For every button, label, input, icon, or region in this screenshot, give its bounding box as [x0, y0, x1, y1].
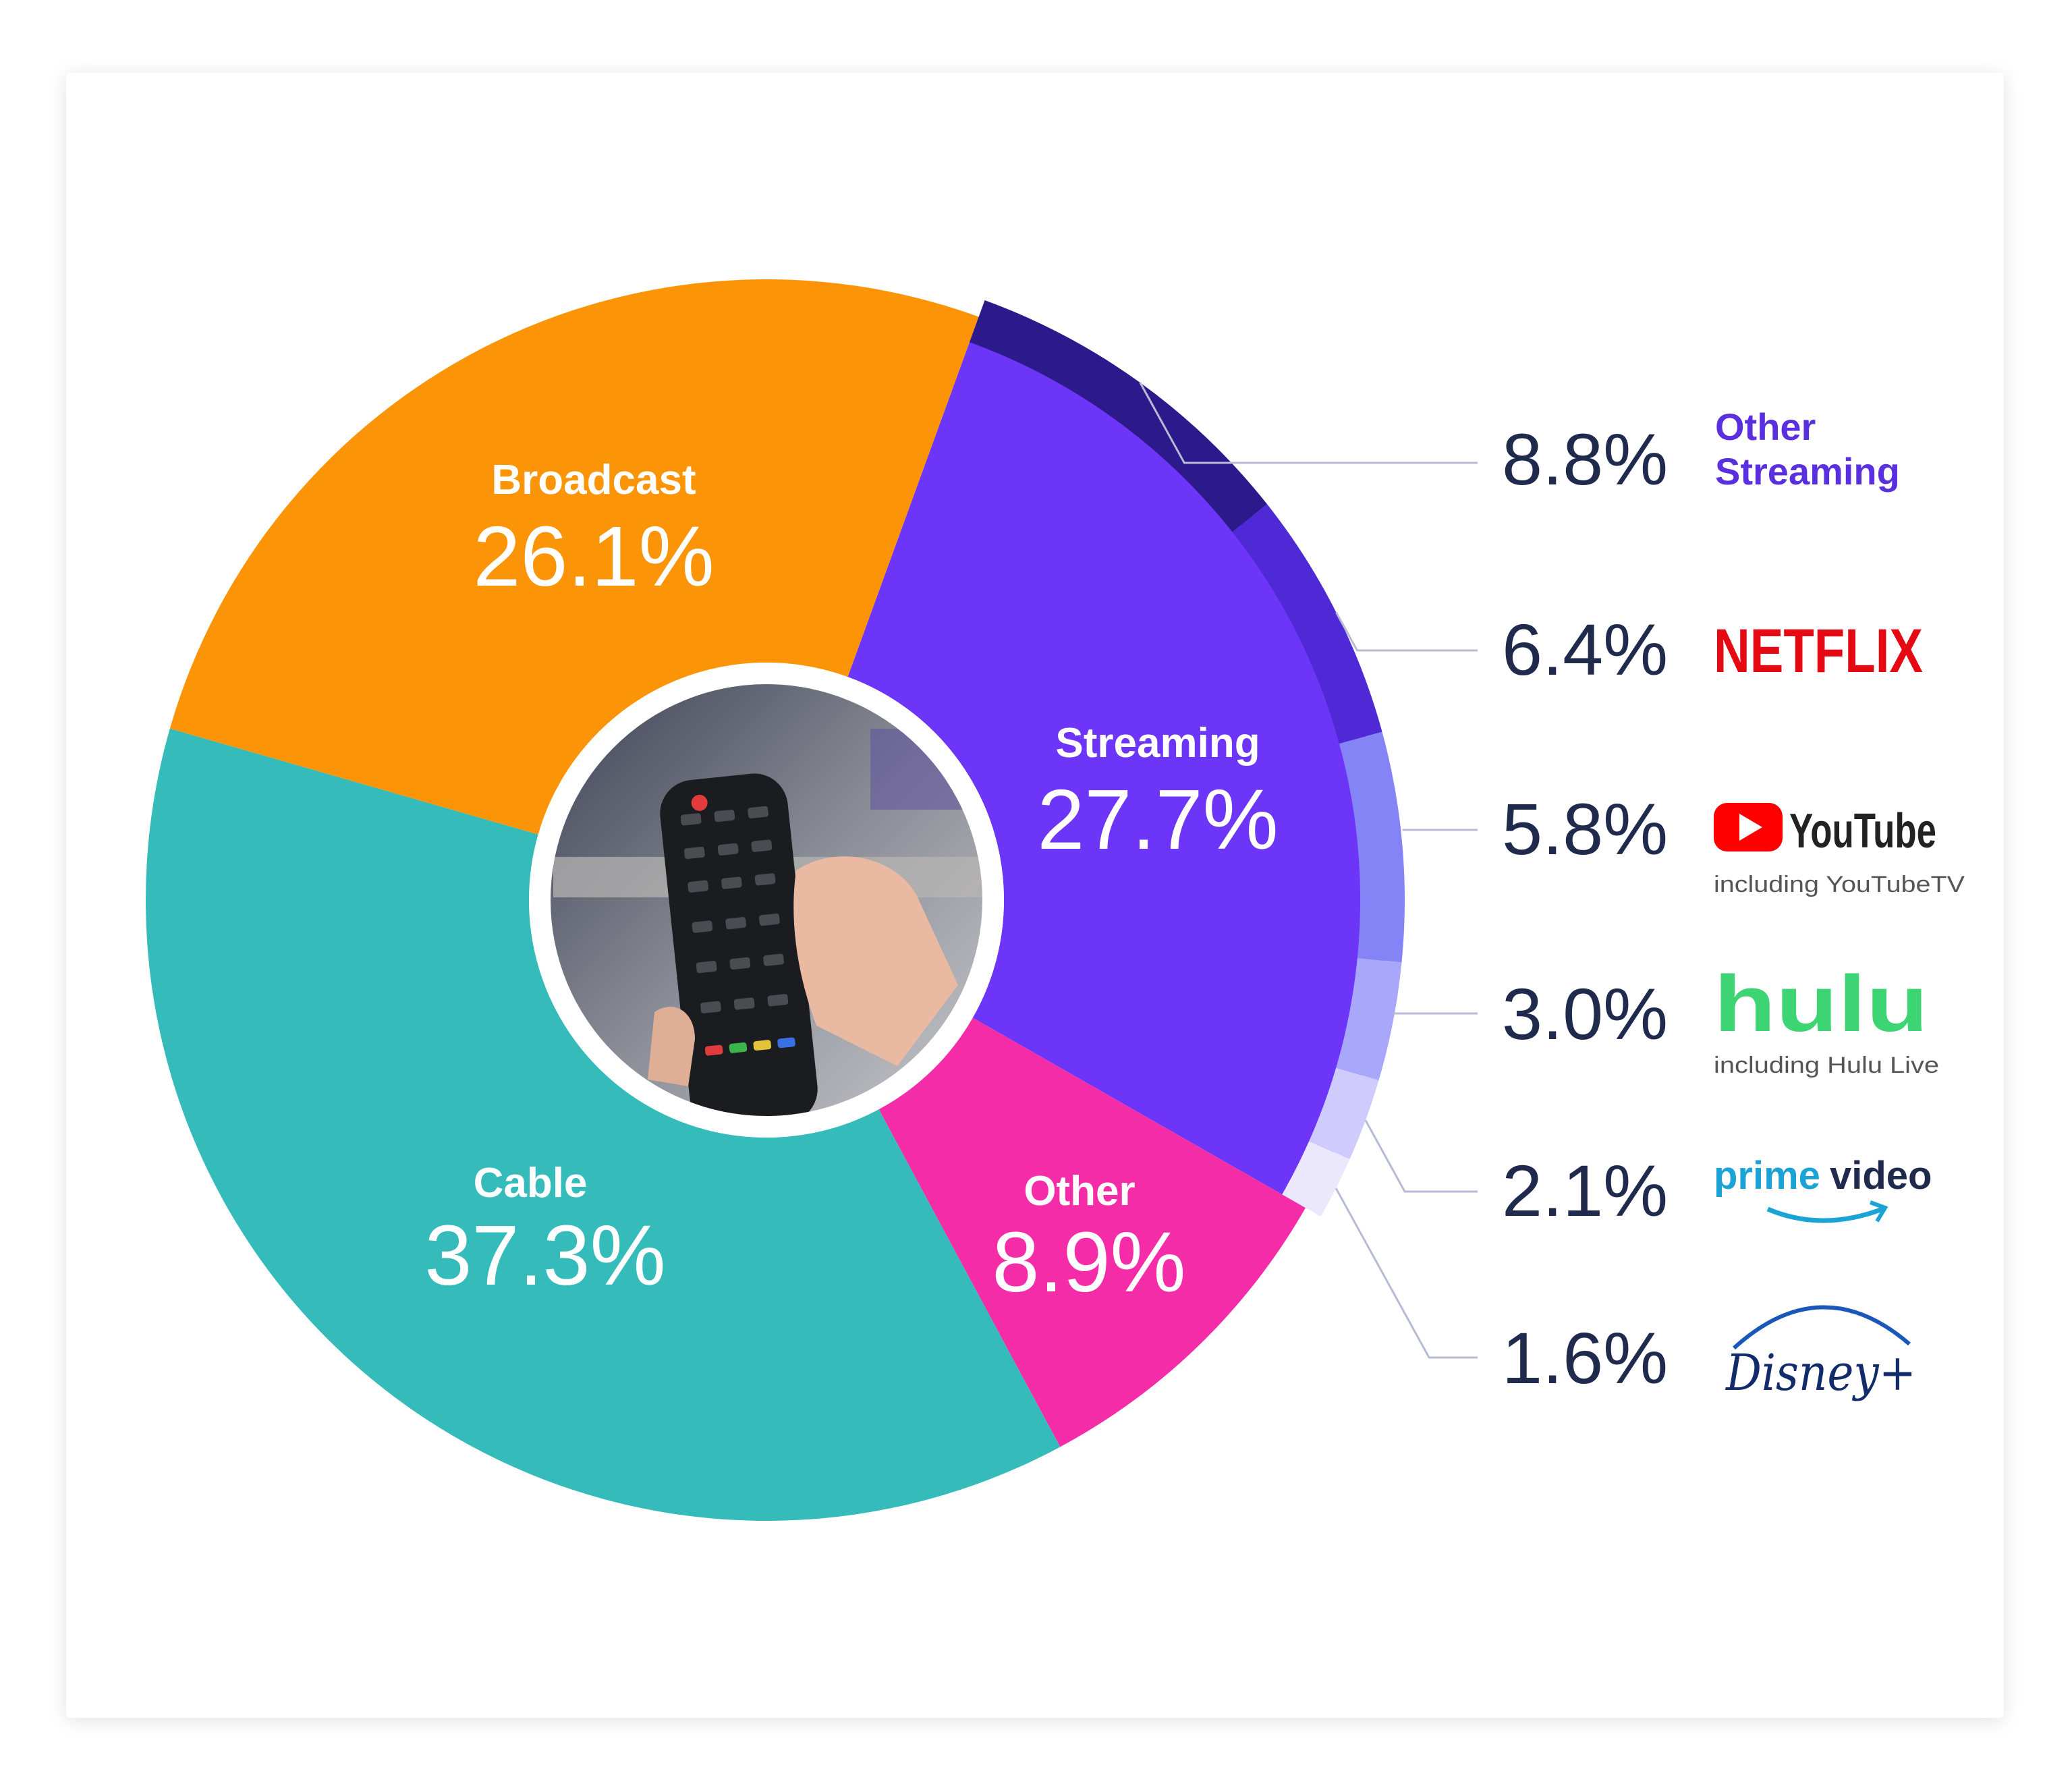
- legend-value: 1.6%: [1502, 1317, 1668, 1399]
- hulu-subtitle: including Hulu Live: [1714, 1053, 1939, 1078]
- legend-item-prime-video: 2.1% prime video: [1502, 1150, 1932, 1231]
- legend-value: 6.4%: [1502, 609, 1668, 690]
- prime-logo-word: prime: [1714, 1154, 1820, 1198]
- leader-line: [1139, 382, 1478, 464]
- legend-item-youtube: 5.8% YouTube including YouTubeTV: [1502, 788, 1965, 897]
- legend-value: 8.8%: [1502, 418, 1668, 500]
- youtube-subtitle: including YouTubeTV: [1714, 872, 1965, 897]
- other-streaming-label-line2: Streaming: [1715, 450, 1900, 493]
- legend-item-other-streaming: 8.8% Other Streaming: [1502, 406, 1900, 500]
- streaming-value: 27.7%: [1037, 772, 1278, 867]
- slice-label-broadcast: Broadcast 26.1%: [473, 457, 714, 604]
- leader-line: [1335, 611, 1478, 652]
- legend-item-netflix: 6.4% NETFLIX: [1502, 609, 1923, 690]
- cable-label: Cable: [474, 1160, 588, 1206]
- slice-cable: [146, 728, 1061, 1521]
- legend-value: 3.0%: [1502, 973, 1668, 1055]
- other-label: Other: [1024, 1168, 1135, 1214]
- youtube-play-icon: [1714, 803, 1783, 851]
- slice-label-streaming: Streaming 27.7%: [1037, 720, 1278, 867]
- streaming-breakdown-ring: [969, 300, 1405, 1217]
- legend-item-disney: 1.6% Disney+: [1502, 1305, 1916, 1402]
- tv-remote-photo: [529, 663, 1004, 1138]
- other-streaming-label-line1: Other: [1715, 406, 1816, 448]
- legend-item-hulu: 3.0% hulu including Hulu Live: [1502, 959, 1939, 1078]
- ring-segment-youtube: [1339, 731, 1405, 963]
- cable-value: 37.3%: [424, 1208, 665, 1303]
- youtube-logo-text: YouTube: [1789, 804, 1936, 858]
- prime-smile-icon: [1766, 1206, 1884, 1223]
- streaming-label: Streaming: [1055, 720, 1260, 766]
- slice-label-cable: Cable 37.3%: [424, 1160, 665, 1303]
- ring-segment-prime-video: [1309, 1067, 1379, 1160]
- slice-other: [878, 1017, 1306, 1447]
- ring-segment-disney-: [1282, 1141, 1350, 1217]
- disney-logo: Disney+: [1725, 1344, 1916, 1402]
- netflix-logo: NETFLIX: [1714, 617, 1923, 686]
- leader-line: [1335, 1188, 1478, 1359]
- legend-value: 2.1%: [1502, 1150, 1668, 1231]
- leader-lines: [1139, 382, 1478, 1359]
- other-value: 8.9%: [992, 1214, 1185, 1310]
- ring-segment-hulu: [1336, 957, 1402, 1081]
- ring-segment-netflix: [1232, 504, 1382, 744]
- streaming-legend: 8.8% Other Streaming 6.4% NETFLIX 5.8% Y…: [1502, 406, 1965, 1402]
- slice-label-other: Other 8.9%: [992, 1168, 1185, 1310]
- prime-arrow-icon: [1869, 1200, 1888, 1223]
- broadcast-value: 26.1%: [473, 509, 714, 604]
- disney-arc-icon: [1732, 1305, 1911, 1350]
- hulu-logo: hulu: [1714, 959, 1928, 1049]
- video-logo-word: video: [1830, 1154, 1932, 1198]
- broadcast-label: Broadcast: [491, 457, 696, 503]
- slice-broadcast: [169, 279, 979, 835]
- leader-line: [1364, 1119, 1478, 1193]
- legend-value: 5.8%: [1502, 788, 1668, 870]
- ring-segment-other-streaming: [969, 300, 1268, 532]
